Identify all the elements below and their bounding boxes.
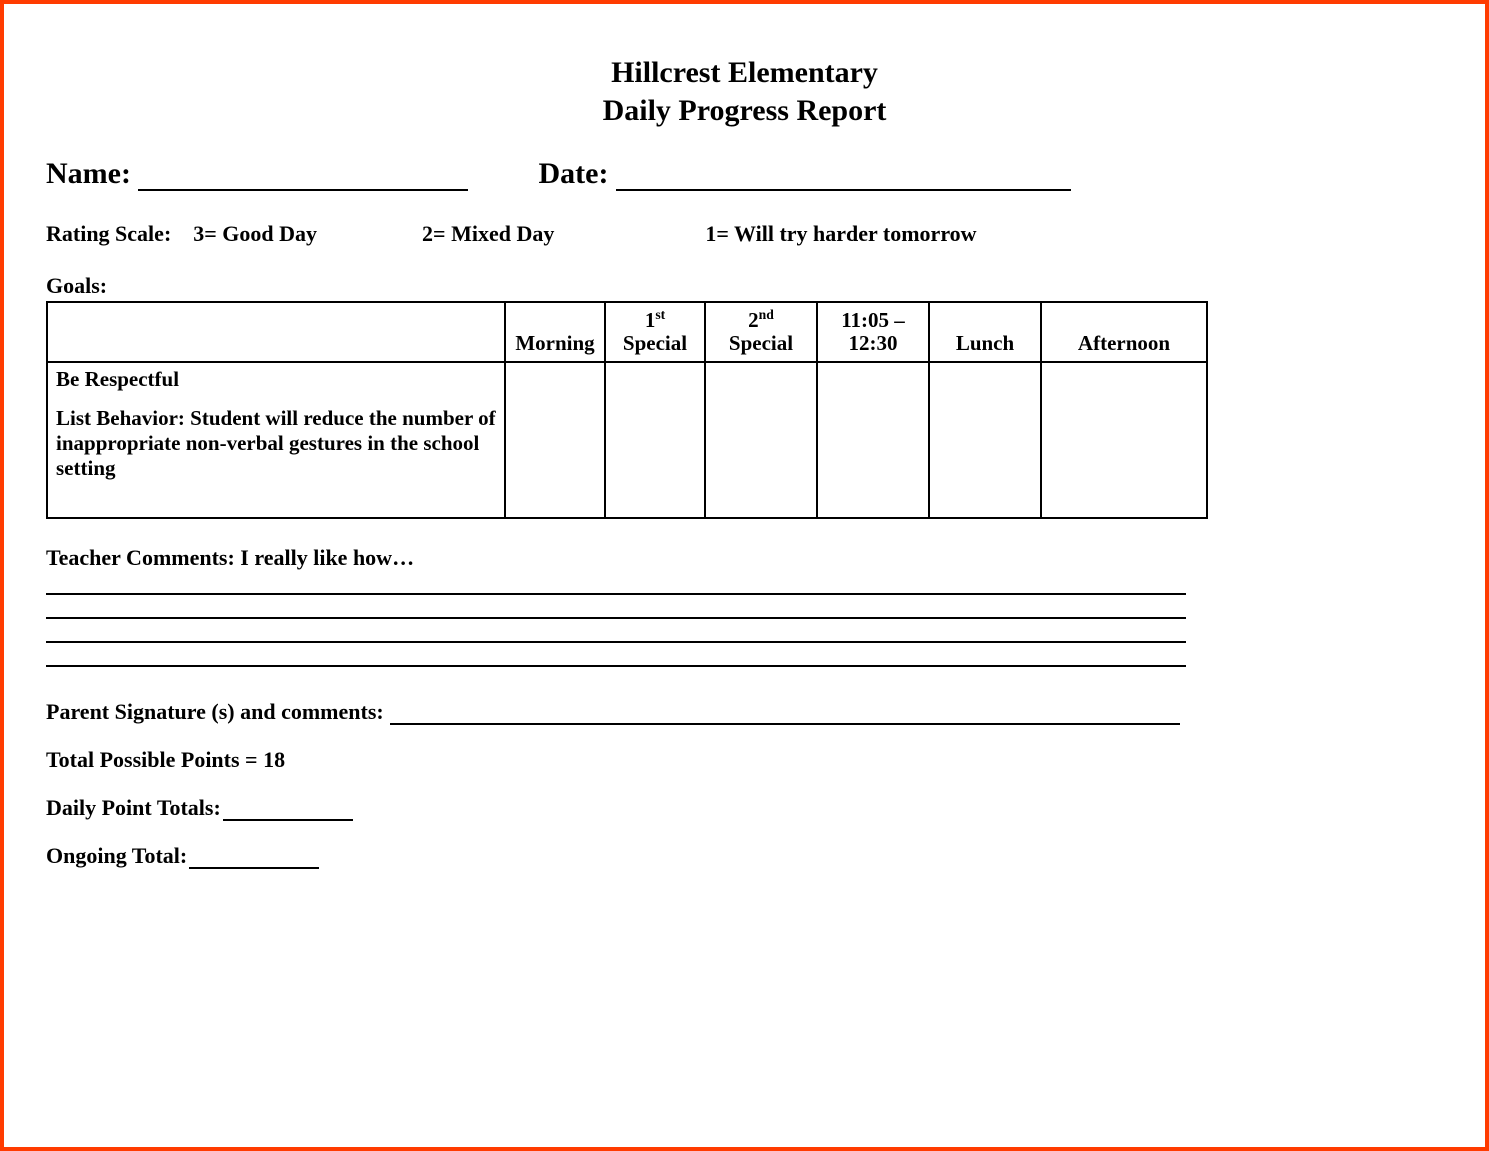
rating-scale-label: Rating Scale: <box>46 221 171 247</box>
col-second-special: 2ndSpecial <box>705 302 817 362</box>
rating-1: 1= Will try harder tomorrow <box>705 221 976 247</box>
teacher-comments-block: Teacher Comments: I really like how… <box>46 545 1443 667</box>
cell-1105-1230[interactable] <box>817 362 929 518</box>
page: Hillcrest Elementary Daily Progress Repo… <box>46 54 1443 1121</box>
date-label: Date: <box>538 157 608 191</box>
name-write-line[interactable] <box>138 163 468 191</box>
col-afternoon: Afternoon <box>1041 302 1207 362</box>
total-possible-points: Total Possible Points = 18 <box>46 747 1443 773</box>
cell-second-special[interactable] <box>705 362 817 518</box>
name-label: Name: <box>46 157 131 191</box>
rating-scale-row: Rating Scale: 3= Good Day 2= Mixed Day 1… <box>46 221 1443 247</box>
ongoing-total-row: Ongoing Total: <box>46 843 1443 869</box>
parent-signature-row: Parent Signature (s) and comments: <box>46 699 1443 725</box>
comment-line-2[interactable] <box>46 599 1186 619</box>
comment-line-1[interactable] <box>46 575 1186 595</box>
title-line-1: Hillcrest Elementary <box>46 54 1443 92</box>
title-line-2: Daily Progress Report <box>46 92 1443 130</box>
col-lunch: Lunch <box>929 302 1041 362</box>
title-block: Hillcrest Elementary Daily Progress Repo… <box>46 54 1443 129</box>
behavior-title: Be Respectful <box>56 367 179 391</box>
behavior-desc: List Behavior: Student will reduce the n… <box>56 406 496 481</box>
teacher-comments-label: Teacher Comments: I really like how… <box>46 545 414 570</box>
table-row: Be Respectful List Behavior: Student wil… <box>47 362 1207 518</box>
cell-lunch[interactable] <box>929 362 1041 518</box>
comment-line-4[interactable] <box>46 647 1186 667</box>
daily-point-totals-label: Daily Point Totals: <box>46 795 221 821</box>
cell-morning[interactable] <box>505 362 605 518</box>
cell-afternoon[interactable] <box>1041 362 1207 518</box>
comment-line-3[interactable] <box>46 623 1186 643</box>
ongoing-total-label: Ongoing Total: <box>46 843 187 869</box>
document-frame: Hillcrest Elementary Daily Progress Repo… <box>0 0 1489 1151</box>
table-header-row: Morning 1stSpecial 2ndSpecial 11:05 –12:… <box>47 302 1207 362</box>
col-morning: Morning <box>505 302 605 362</box>
col-blank <box>47 302 505 362</box>
behavior-cell: Be Respectful List Behavior: Student wil… <box>47 362 505 518</box>
goals-table: Morning 1stSpecial 2ndSpecial 11:05 –12:… <box>46 301 1208 519</box>
daily-point-totals-line[interactable] <box>223 801 353 821</box>
parent-signature-line[interactable] <box>390 705 1180 725</box>
rating-3: 3= Good Day <box>193 221 317 247</box>
daily-point-totals-row: Daily Point Totals: <box>46 795 1443 821</box>
cell-first-special[interactable] <box>605 362 705 518</box>
date-write-line[interactable] <box>616 163 1071 191</box>
col-first-special: 1stSpecial <box>605 302 705 362</box>
col-1105-1230: 11:05 –12:30 <box>817 302 929 362</box>
name-date-row: Name: Date: <box>46 157 1443 191</box>
ongoing-total-line[interactable] <box>189 849 319 869</box>
parent-signature-label: Parent Signature (s) and comments: <box>46 699 384 725</box>
rating-2: 2= Mixed Day <box>422 221 554 247</box>
goals-label: Goals: <box>46 273 1443 299</box>
